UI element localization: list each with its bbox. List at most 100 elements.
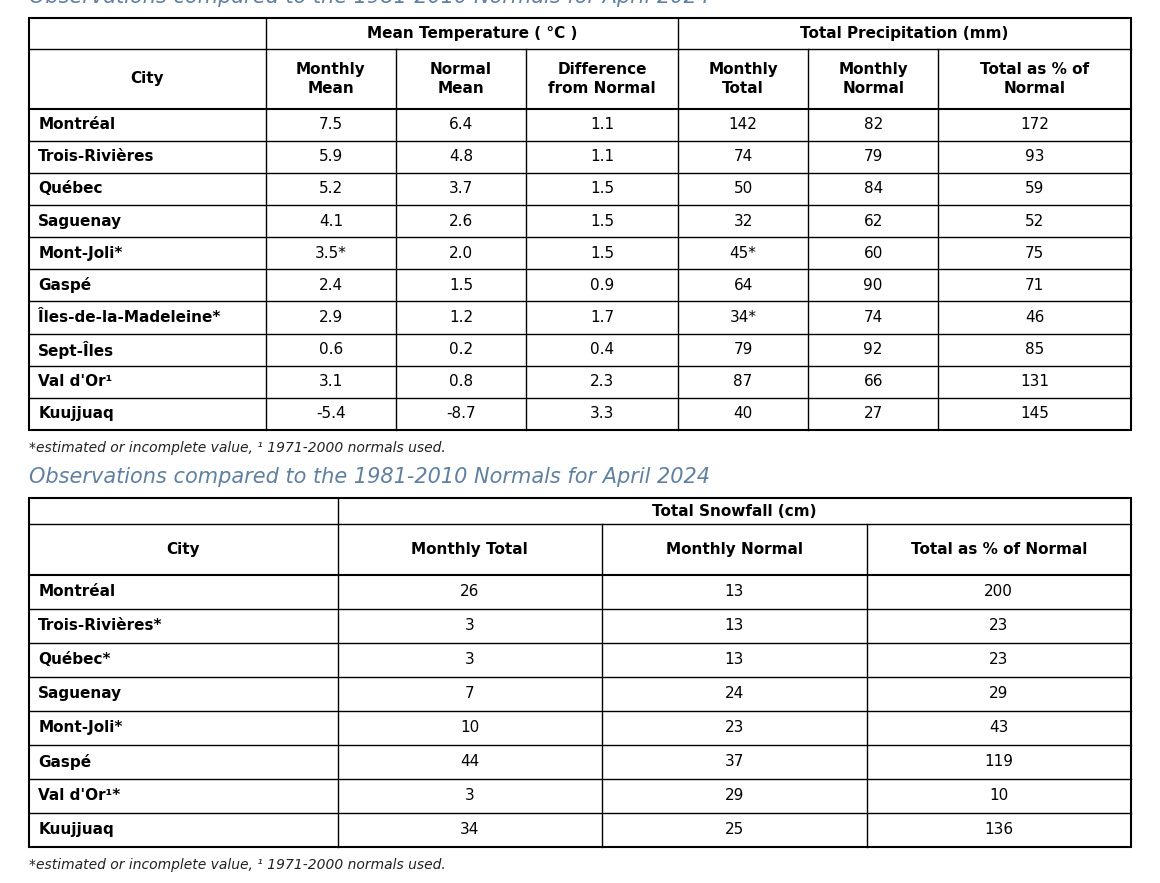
Text: Observations compared to the 1981-2010 Normals for April 2024: Observations compared to the 1981-2010 N… [29, 0, 710, 7]
Text: 13: 13 [725, 653, 744, 668]
Text: Difference
from Normal: Difference from Normal [549, 62, 655, 95]
Text: 1.1: 1.1 [590, 149, 614, 164]
Text: 2.9: 2.9 [319, 310, 343, 325]
Text: 1.1: 1.1 [590, 117, 614, 132]
Bar [29, 498, 338, 525]
Text: 3: 3 [465, 789, 474, 804]
Text: Total Snowfall (cm): Total Snowfall (cm) [652, 503, 817, 518]
Text: 62: 62 [863, 214, 883, 229]
Text: 29: 29 [725, 789, 744, 804]
Text: 0.6: 0.6 [319, 342, 343, 357]
Text: 5.2: 5.2 [319, 182, 343, 197]
Text: Kuujjuaq: Kuujjuaq [38, 822, 114, 837]
Text: Sept-Îles: Sept-Îles [38, 341, 115, 358]
Text: 1.5: 1.5 [590, 182, 614, 197]
Text: 3.1: 3.1 [319, 374, 343, 389]
Text: 60: 60 [863, 245, 883, 260]
Text: City: City [131, 72, 165, 87]
Text: 145: 145 [1020, 406, 1049, 421]
Text: 13: 13 [725, 585, 744, 600]
Text: Total Precipitation (mm): Total Precipitation (mm) [800, 26, 1009, 41]
Bar [338, 525, 602, 575]
Text: City: City [167, 542, 200, 557]
Bar [29, 49, 266, 109]
Text: 93: 93 [1024, 149, 1044, 164]
Text: Monthly Normal: Monthly Normal [666, 542, 803, 557]
Bar [396, 49, 525, 109]
Text: 79: 79 [863, 149, 883, 164]
Text: Îles-de-la-Madeleine*: Îles-de-la-Madeleine* [38, 310, 220, 325]
Text: 2.4: 2.4 [319, 278, 343, 293]
Text: 66: 66 [863, 374, 883, 389]
Text: 64: 64 [733, 278, 753, 293]
Text: 7.5: 7.5 [319, 117, 343, 132]
Bar [338, 498, 1131, 525]
Text: Total as % of Normal: Total as % of Normal [911, 542, 1087, 557]
Text: 5.9: 5.9 [319, 149, 343, 164]
Text: 34*: 34* [730, 310, 756, 325]
Text: *estimated or incomplete value, ¹ 1971-2000 normals used.: *estimated or incomplete value, ¹ 1971-2… [29, 858, 445, 872]
Text: 92: 92 [863, 342, 883, 357]
Text: 3.3: 3.3 [589, 406, 615, 421]
Text: Montréal: Montréal [38, 585, 115, 600]
Text: 45*: 45* [730, 245, 756, 260]
Text: 27: 27 [863, 406, 883, 421]
Text: 136: 136 [984, 822, 1014, 837]
Text: Total as % of
Normal: Total as % of Normal [980, 62, 1089, 95]
Text: 3.5*: 3.5* [316, 245, 347, 260]
Text: Montréal: Montréal [38, 117, 115, 132]
Bar [602, 525, 867, 575]
Text: 0.4: 0.4 [590, 342, 614, 357]
Text: 2.3: 2.3 [590, 374, 614, 389]
Bar [525, 49, 679, 109]
Text: 1.2: 1.2 [449, 310, 473, 325]
Text: 43: 43 [989, 721, 1008, 736]
Text: 200: 200 [985, 585, 1013, 600]
Text: 26: 26 [461, 585, 479, 600]
Text: 131: 131 [1020, 374, 1049, 389]
Text: 4.8: 4.8 [449, 149, 473, 164]
Text: 0.2: 0.2 [449, 342, 473, 357]
Text: 1.5: 1.5 [590, 245, 614, 260]
Text: 1.5: 1.5 [590, 214, 614, 229]
Text: Monthly
Total: Monthly Total [709, 62, 778, 95]
Text: 119: 119 [984, 754, 1014, 769]
Text: 2.6: 2.6 [449, 214, 473, 229]
Text: 142: 142 [728, 117, 757, 132]
Text: Val d'Or¹: Val d'Or¹ [38, 374, 113, 389]
Text: 29: 29 [989, 686, 1008, 701]
Text: 44: 44 [461, 754, 479, 769]
Text: 52: 52 [1025, 214, 1044, 229]
Text: 74: 74 [733, 149, 753, 164]
Text: 25: 25 [725, 822, 744, 837]
Text: 71: 71 [1025, 278, 1044, 293]
Bar [809, 49, 938, 109]
Text: 34: 34 [461, 822, 479, 837]
Text: 23: 23 [989, 653, 1008, 668]
Text: 2.0: 2.0 [449, 245, 473, 260]
Text: 0.8: 0.8 [449, 374, 473, 389]
Text: 37: 37 [725, 754, 744, 769]
Text: Québec: Québec [38, 182, 103, 197]
Text: 75: 75 [1025, 245, 1044, 260]
Text: 10: 10 [461, 721, 479, 736]
Text: Observations compared to the 1981-2010 Normals for April 2024: Observations compared to the 1981-2010 N… [29, 467, 710, 487]
Text: 3: 3 [465, 653, 474, 668]
Bar [29, 525, 338, 575]
Text: Kuujjuaq: Kuujjuaq [38, 406, 114, 421]
Text: 46: 46 [1025, 310, 1044, 325]
Text: Saguenay: Saguenay [38, 686, 123, 701]
Bar [679, 18, 1131, 49]
Text: 172: 172 [1020, 117, 1049, 132]
Bar [29, 18, 266, 49]
Text: 1.5: 1.5 [449, 278, 473, 293]
Bar [938, 49, 1131, 109]
Text: 85: 85 [1025, 342, 1044, 357]
Text: Québec*: Québec* [38, 653, 111, 668]
Text: 13: 13 [725, 618, 744, 633]
Text: 23: 23 [989, 618, 1008, 633]
Text: 87: 87 [733, 374, 753, 389]
Text: Trois-Rivières: Trois-Rivières [38, 149, 154, 164]
Text: 0.9: 0.9 [590, 278, 614, 293]
Text: Monthly
Normal: Monthly Normal [839, 62, 908, 95]
